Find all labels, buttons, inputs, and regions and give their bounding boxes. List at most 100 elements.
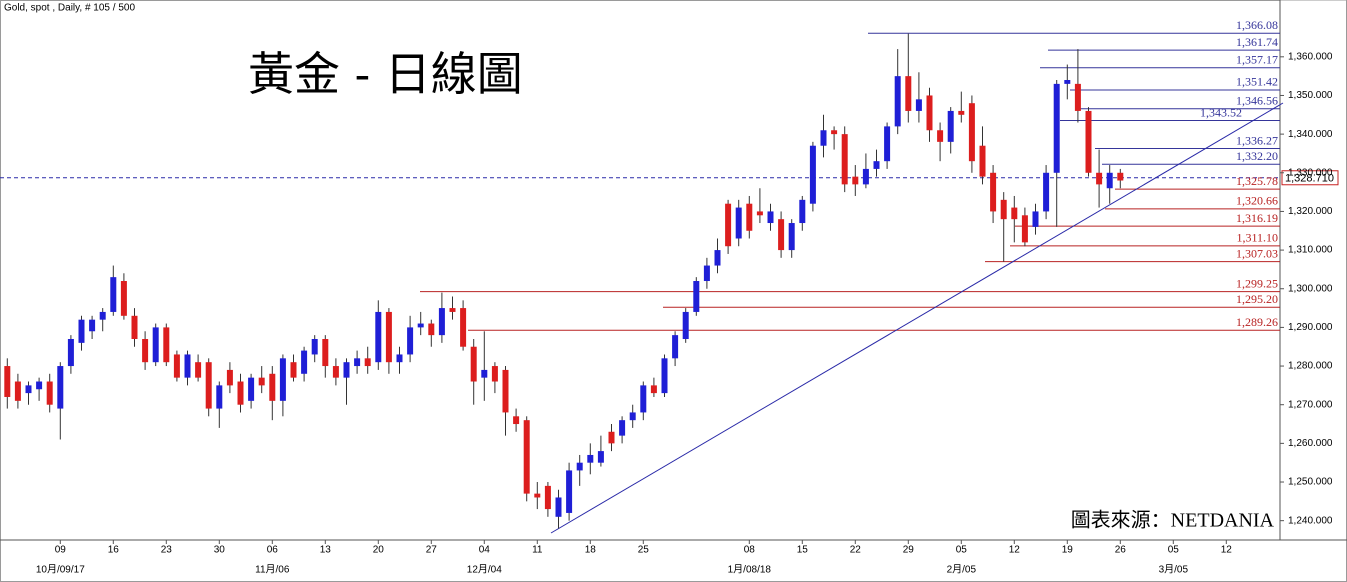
candle-body bbox=[142, 338, 149, 363]
candle-body bbox=[279, 358, 286, 401]
x-tick-label: 25 bbox=[638, 545, 650, 556]
candle-body bbox=[947, 110, 954, 142]
x-tick-label: 29 bbox=[903, 545, 915, 556]
x-tick-label: 16 bbox=[108, 545, 120, 556]
candle-body bbox=[428, 323, 435, 336]
candle-body bbox=[120, 281, 127, 316]
level-label: 1,343.52 bbox=[1200, 105, 1242, 119]
candle-body bbox=[968, 103, 975, 162]
candle-body bbox=[979, 145, 986, 177]
x-tick-label: 23 bbox=[161, 545, 173, 556]
candle-body bbox=[884, 126, 891, 162]
level-label: 1,299.25 bbox=[1236, 276, 1278, 290]
candle-body bbox=[25, 385, 32, 394]
candle-body bbox=[269, 373, 276, 401]
candle-body bbox=[1085, 110, 1092, 173]
x-tick-label: 13 bbox=[320, 545, 332, 556]
candle-body bbox=[1096, 172, 1103, 185]
y-tick-label: 1,260.000 bbox=[1288, 438, 1333, 449]
candle-body bbox=[597, 451, 604, 463]
candle-body bbox=[629, 412, 636, 421]
candle-body bbox=[322, 338, 329, 367]
candle-body bbox=[89, 319, 96, 332]
month-label: 2月/05 bbox=[947, 564, 977, 576]
candle-body bbox=[831, 130, 838, 135]
candle-body bbox=[417, 323, 424, 328]
candle-body bbox=[682, 311, 689, 339]
candle-body bbox=[756, 211, 763, 216]
trend-line bbox=[550, 102, 1284, 534]
candle-body bbox=[364, 358, 371, 367]
candle-body bbox=[195, 362, 202, 378]
candle-body bbox=[4, 366, 11, 397]
level-label: 1,336.27 bbox=[1236, 133, 1278, 147]
candle-body bbox=[534, 493, 541, 498]
source-note: 圖表來源：NETDANIA bbox=[1071, 509, 1275, 532]
candle-body bbox=[385, 311, 392, 363]
candle-body bbox=[661, 358, 668, 394]
candle-body bbox=[67, 338, 74, 367]
chart-title: 黃金 - 日線圖 bbox=[248, 47, 523, 101]
candle-body bbox=[587, 454, 594, 463]
last-price-label: 1,328.710 bbox=[1285, 173, 1334, 185]
x-tick-label: 06 bbox=[267, 545, 279, 556]
level-label: 1,320.66 bbox=[1236, 194, 1278, 208]
candle-body bbox=[1000, 199, 1007, 220]
x-tick-label: 05 bbox=[1168, 545, 1180, 556]
x-tick-label: 12 bbox=[1009, 545, 1021, 556]
candle-body bbox=[523, 420, 530, 494]
level-label: 1,332.20 bbox=[1236, 149, 1278, 163]
level-label: 1,351.42 bbox=[1236, 75, 1278, 89]
last-price-box bbox=[1281, 170, 1339, 186]
candle-body bbox=[110, 277, 117, 312]
candle-body bbox=[619, 420, 626, 436]
candle-body bbox=[343, 362, 350, 378]
x-tick-label: 05 bbox=[956, 545, 968, 556]
candle-body bbox=[937, 130, 944, 142]
y-tick-label: 1,360.000 bbox=[1288, 51, 1333, 62]
candle-body bbox=[958, 110, 965, 115]
candle-body bbox=[205, 362, 212, 409]
candle-body bbox=[470, 346, 477, 382]
candle-body bbox=[809, 145, 816, 204]
candle-body bbox=[57, 366, 64, 409]
candle-body bbox=[375, 311, 382, 363]
candle-body bbox=[226, 369, 233, 386]
candle-body bbox=[894, 76, 901, 127]
level-label: 1,316.19 bbox=[1236, 211, 1278, 225]
x-tick-label: 09 bbox=[55, 545, 67, 556]
candle-body bbox=[555, 497, 562, 517]
candle-body bbox=[1106, 172, 1113, 189]
candle-body bbox=[163, 327, 170, 363]
candle-body bbox=[990, 172, 997, 212]
candle-body bbox=[544, 485, 551, 510]
candle-body bbox=[873, 161, 880, 169]
candle-body bbox=[354, 358, 361, 367]
y-tick-label: 1,280.000 bbox=[1288, 361, 1333, 372]
level-label: 1,357.17 bbox=[1236, 53, 1278, 67]
level-label: 1,307.03 bbox=[1236, 246, 1278, 260]
x-tick-label: 18 bbox=[585, 545, 597, 556]
candle-body bbox=[799, 199, 806, 224]
x-tick-label: 15 bbox=[797, 545, 809, 556]
candle-body bbox=[460, 308, 467, 347]
candle-body bbox=[1021, 215, 1028, 243]
candle-body bbox=[576, 462, 583, 471]
x-tick-label: 26 bbox=[1115, 545, 1127, 556]
candle-body bbox=[449, 308, 456, 312]
candle-body bbox=[481, 369, 488, 378]
level-label: 1,366.08 bbox=[1236, 18, 1278, 32]
candle-body bbox=[491, 366, 498, 382]
level-label: 1,325.78 bbox=[1236, 174, 1278, 188]
candle-body bbox=[301, 350, 308, 374]
level-label: 1,311.10 bbox=[1236, 231, 1278, 245]
x-tick-label: 12 bbox=[1221, 545, 1233, 556]
candle-body bbox=[258, 377, 265, 386]
candle-body bbox=[1117, 172, 1124, 181]
candle-body bbox=[36, 381, 43, 390]
candle-body bbox=[650, 385, 657, 394]
x-tick-label: 20 bbox=[373, 545, 385, 556]
month-label: 12月/04 bbox=[467, 564, 502, 576]
candle-body bbox=[99, 311, 106, 320]
candle-body bbox=[926, 95, 933, 131]
